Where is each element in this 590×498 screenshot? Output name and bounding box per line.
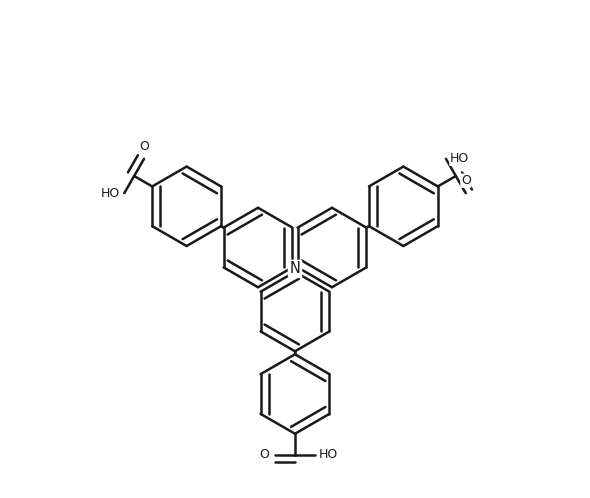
Text: HO: HO: [101, 187, 120, 200]
Text: O: O: [139, 140, 149, 153]
Text: O: O: [461, 174, 471, 187]
Text: HO: HO: [450, 152, 469, 165]
Text: HO: HO: [319, 448, 338, 461]
Text: N: N: [290, 261, 300, 276]
Text: O: O: [260, 448, 269, 461]
